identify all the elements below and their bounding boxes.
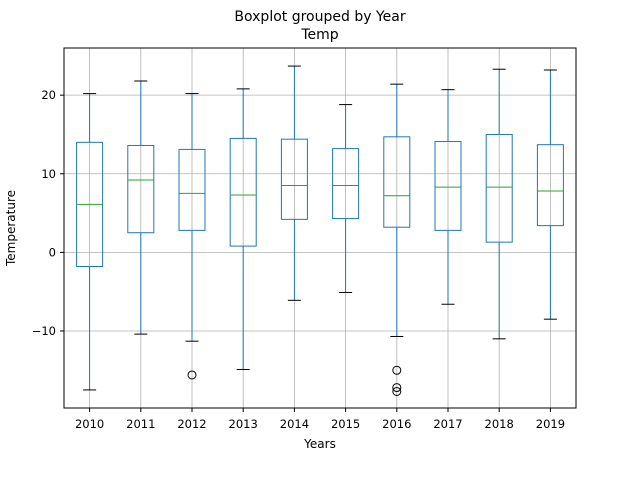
y-axis-label: Temperature [4, 190, 18, 267]
box-2018 [485, 68, 513, 340]
box-body [229, 137, 257, 247]
plot-frame [63, 47, 577, 409]
chart-subtitle: Temp [300, 27, 338, 43]
x-tick-label: 2016 [382, 417, 411, 431]
outlier-point [392, 386, 402, 396]
box-2015 [332, 104, 360, 293]
y-tick-label: 0 [49, 245, 56, 259]
box-body [383, 136, 411, 228]
x-tick-label: 2014 [280, 417, 309, 431]
box-2016 [383, 83, 411, 396]
outlier-point [392, 383, 402, 393]
box-2014 [280, 65, 308, 301]
outlier-point [187, 370, 197, 380]
box-body [536, 144, 564, 227]
x-tick-label: 2019 [536, 417, 565, 431]
y-tick-label: 20 [41, 88, 56, 102]
chart-title: Boxplot grouped by Year [234, 9, 405, 25]
x-tick-label: 2015 [331, 417, 360, 431]
x-tick-label: 2012 [177, 417, 206, 431]
box-body [332, 148, 360, 220]
box-body [178, 148, 206, 231]
x-tick-label: 2013 [229, 417, 258, 431]
box-2011 [127, 80, 155, 335]
box-2013 [229, 88, 257, 370]
x-axis-label: Years [303, 437, 336, 451]
x-tick-label: 2018 [485, 417, 514, 431]
box-body [127, 144, 155, 234]
box-body [280, 138, 308, 220]
x-tick-label: 2011 [126, 417, 155, 431]
outlier-point [392, 365, 402, 375]
axis-ticks: 2010 2011 2012 2013 2014 2015 2016 2017 2018 2019… [32, 88, 565, 431]
box-2019 [536, 69, 564, 320]
x-tick-label: 2017 [433, 417, 462, 431]
box-2012 [178, 93, 206, 380]
x-tick-label: 2010 [75, 417, 104, 431]
box-2010 [76, 93, 104, 391]
y-tick-label: −10 [32, 324, 56, 338]
box-2017 [434, 89, 462, 305]
boxes [76, 65, 564, 396]
y-tick-label: 10 [41, 167, 56, 181]
box-body [434, 141, 462, 231]
box-body [485, 133, 513, 243]
